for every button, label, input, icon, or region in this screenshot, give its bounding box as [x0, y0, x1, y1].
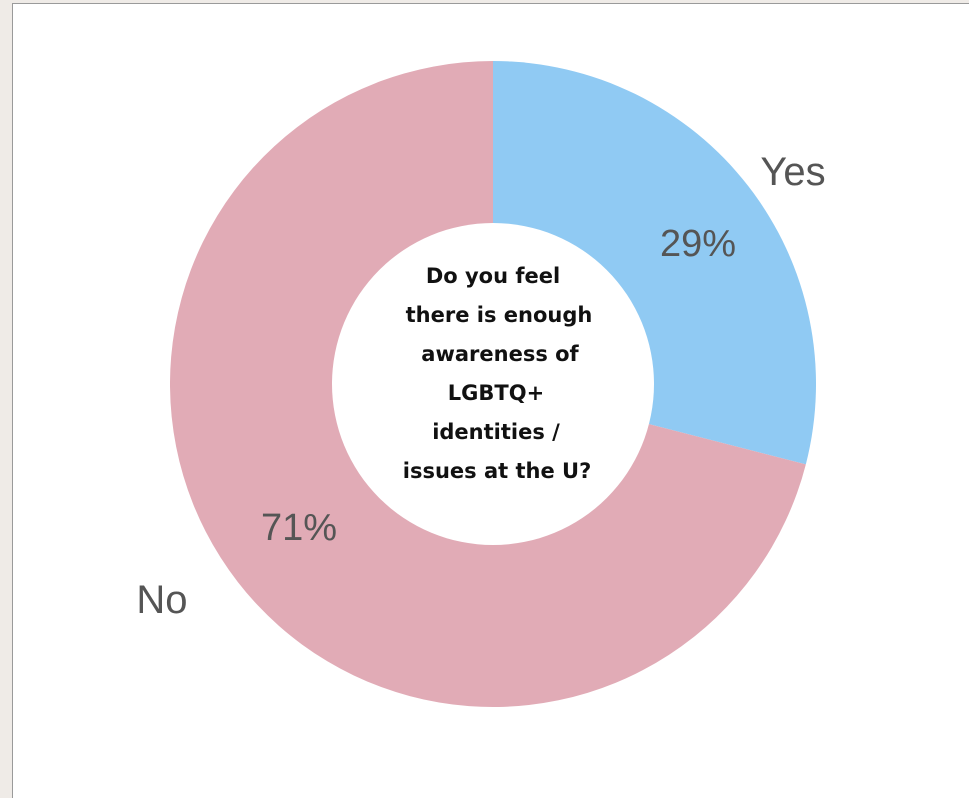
- center-line-1: Do you feel: [426, 264, 560, 288]
- center-line-2: there is enough: [406, 303, 593, 327]
- center-line-6: issues at the U?: [403, 459, 592, 483]
- center-line-3: awareness of: [421, 342, 579, 366]
- donut-hole: [332, 223, 654, 545]
- center-line-4: LGBTQ+: [448, 381, 544, 405]
- slice-category-label-no: No: [136, 578, 187, 622]
- slice-value-label-yes: 29%: [660, 223, 736, 265]
- center-line-5: identities /: [432, 420, 560, 444]
- slice-category-label-yes: Yes: [760, 150, 825, 194]
- slice-value-label-no: 71%: [261, 507, 337, 549]
